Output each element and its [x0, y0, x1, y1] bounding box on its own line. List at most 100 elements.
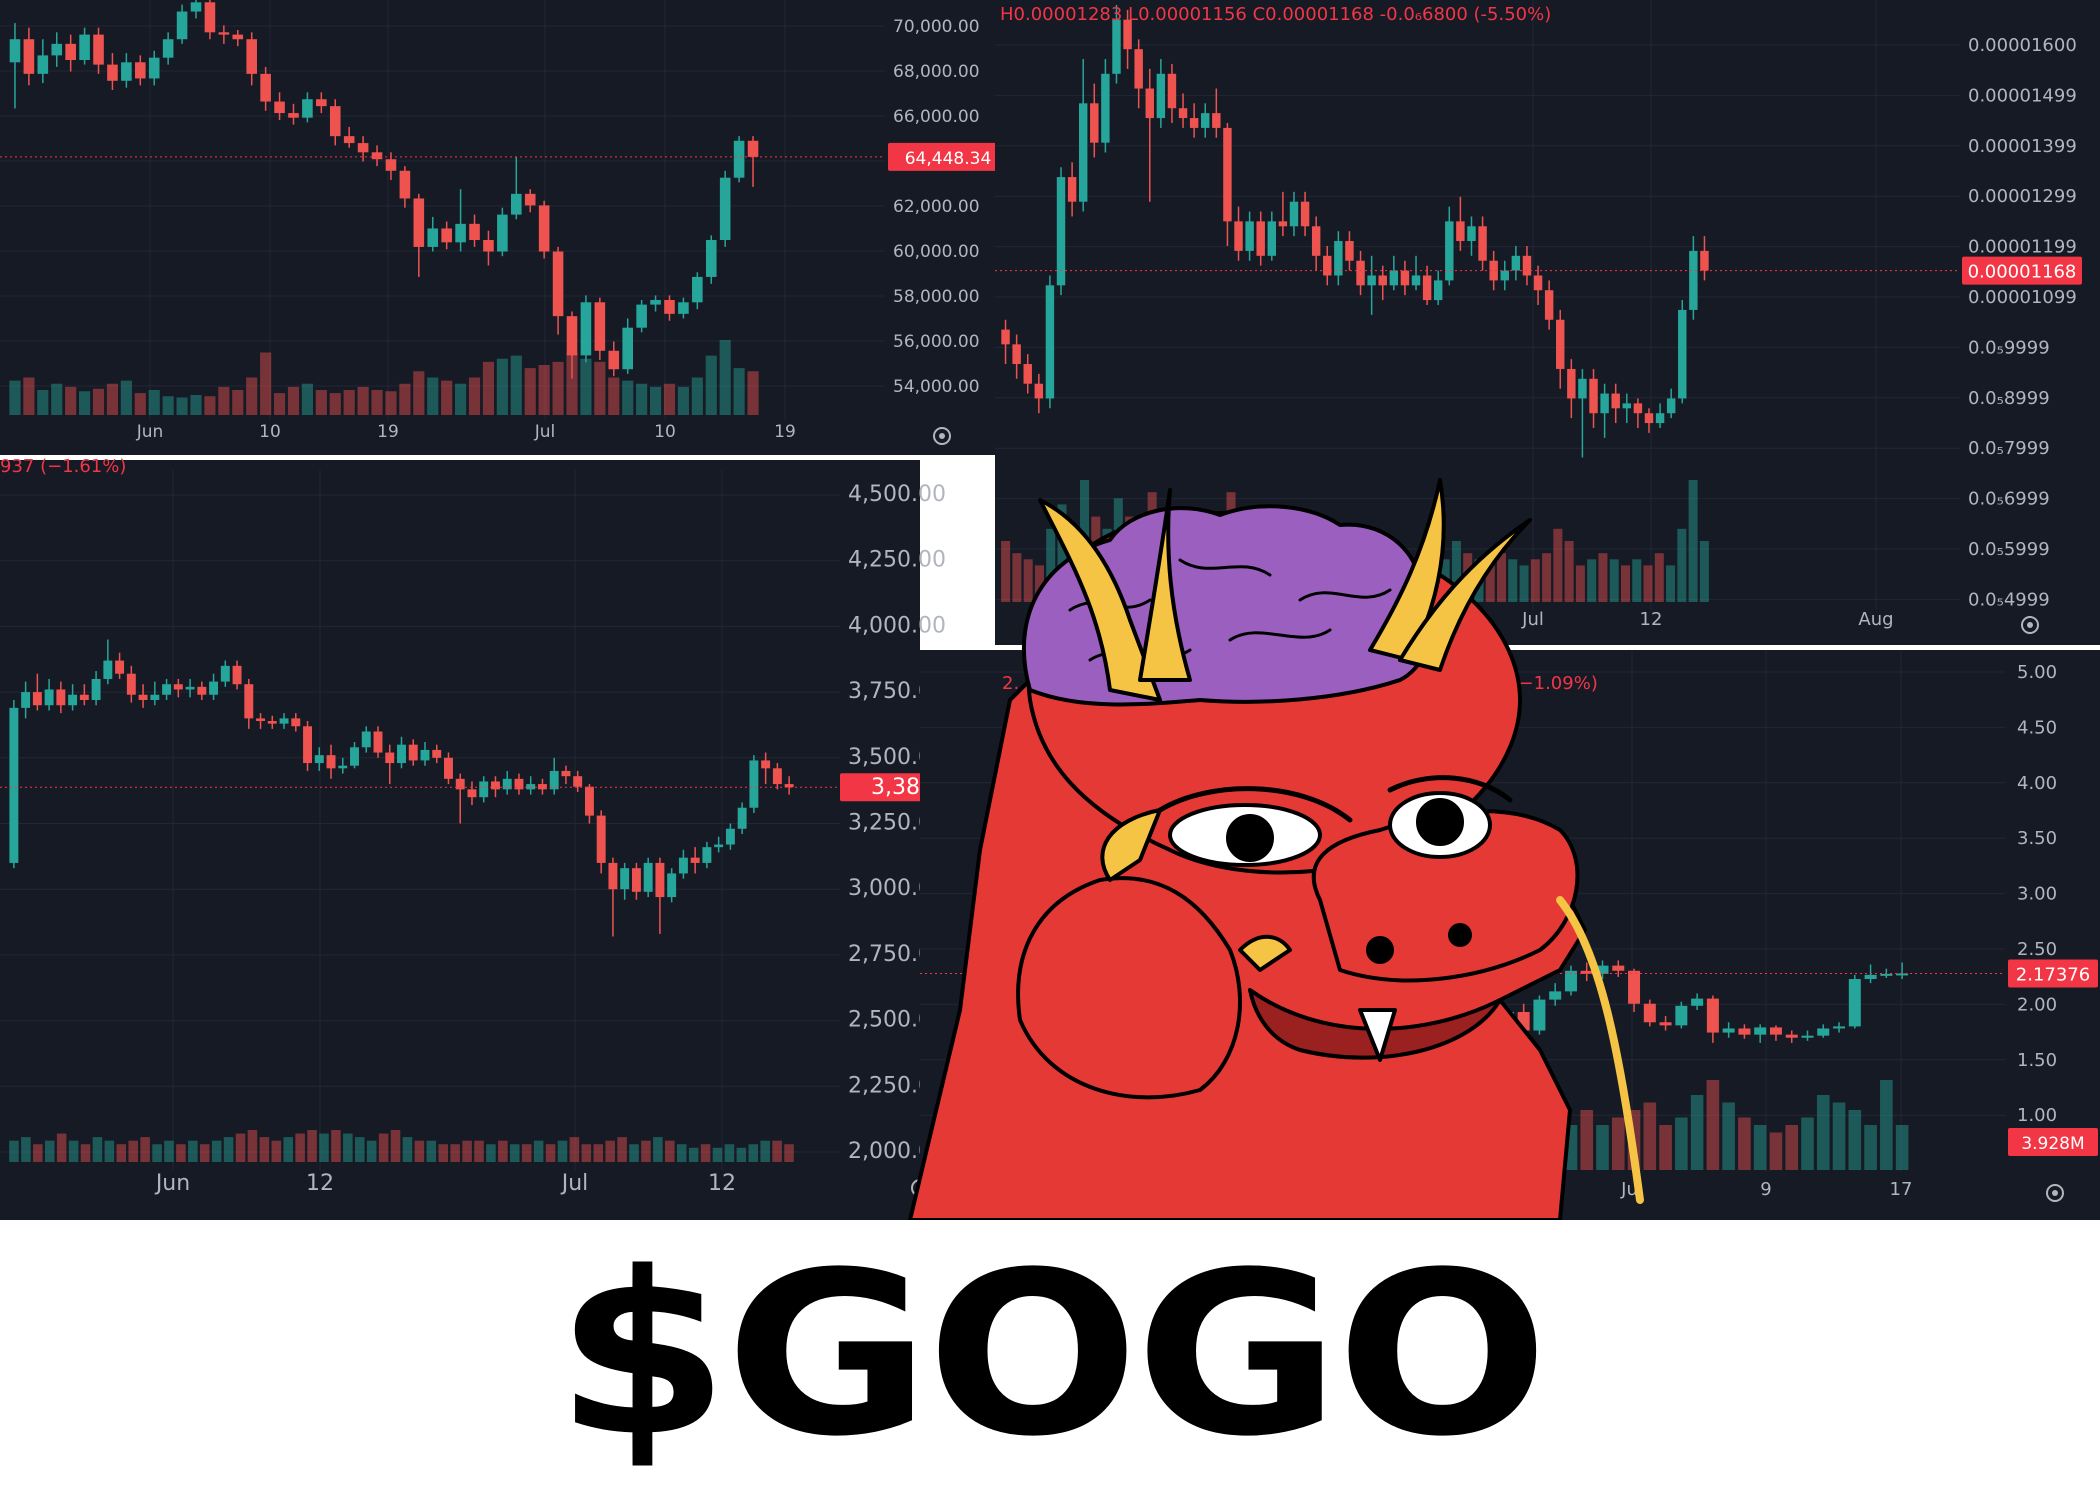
- y-tick-label: 0.00001499: [1968, 85, 2077, 106]
- y-tick-label: 0.0₅6999: [1968, 489, 2050, 510]
- volume-bar: [1706, 1080, 1720, 1170]
- settings-gear-icon[interactable]: [2046, 1184, 2064, 1202]
- candle: [1678, 309, 1687, 399]
- candle: [350, 747, 359, 766]
- right-horn: [1368, 478, 1446, 662]
- candle: [397, 744, 406, 764]
- x-axis: Jun 10 19 Jul 10 19: [136, 422, 796, 442]
- volume-bar: [1575, 565, 1585, 602]
- candle: [1666, 398, 1676, 414]
- volume-bar: [747, 371, 759, 415]
- settings-gear-icon[interactable]: [2021, 616, 2039, 634]
- candle: [1223, 127, 1232, 222]
- candle: [1422, 275, 1432, 301]
- candle: [491, 781, 500, 790]
- candle: [385, 752, 395, 764]
- volume-bar: [1596, 1125, 1609, 1170]
- y-tick-label: 1.50: [2017, 1050, 2057, 1071]
- volume-bar: [482, 361, 495, 415]
- volume-bar: [390, 1130, 401, 1162]
- candle: [596, 815, 606, 863]
- settings-gear-icon[interactable]: [933, 427, 951, 445]
- volume-bar: [1753, 1125, 1767, 1170]
- candle: [511, 193, 522, 215]
- volume-bar: [1587, 559, 1597, 602]
- candle: [549, 770, 559, 790]
- candle: [747, 140, 759, 157]
- candle: [1628, 970, 1641, 1004]
- candle: [441, 228, 452, 243]
- candle: [1596, 965, 1609, 974]
- candle: [620, 868, 630, 890]
- candle: [561, 770, 571, 777]
- y-tick-label: 0.0₅9999: [1968, 337, 2050, 358]
- x-tick-label: Jun: [136, 422, 164, 442]
- volume-bar: [176, 397, 188, 415]
- volume-bar: [1046, 528, 1056, 602]
- volume-bar: [462, 1140, 472, 1162]
- candle: [526, 784, 536, 790]
- volume-bar: [1023, 559, 1033, 602]
- volume-bar: [1609, 559, 1619, 602]
- candle: [79, 34, 90, 60]
- volume-bar: [557, 1140, 568, 1162]
- volume-bar: [594, 361, 606, 415]
- candle: [1411, 275, 1421, 286]
- volume-bar: [104, 1140, 115, 1162]
- candle: [288, 113, 299, 118]
- x-tick-label: 19: [774, 422, 796, 442]
- volume-badge-label: 3.928M: [2021, 1134, 2084, 1154]
- volume-bar: [426, 1140, 437, 1162]
- volume-bar: [569, 1137, 580, 1162]
- candle: [1880, 973, 1893, 976]
- volume-bar: [736, 1147, 747, 1162]
- candle: [692, 276, 703, 303]
- volume-bar: [566, 352, 578, 415]
- volume-bar: [691, 377, 703, 415]
- candle: [232, 665, 242, 685]
- candles: [1001, 4, 1709, 458]
- volume-bar: [724, 1144, 735, 1162]
- candle: [664, 300, 675, 314]
- candle: [1101, 73, 1110, 143]
- y-tick-label: 0.00001099: [1968, 287, 2077, 308]
- volume-bar: [450, 1144, 460, 1162]
- volume-bar: [1848, 1110, 1862, 1170]
- y-tick-label: 60,000.00: [893, 242, 980, 262]
- grid: [0, 0, 885, 420]
- candle: [749, 760, 759, 808]
- y-tick-label: 70,000.00: [893, 17, 980, 37]
- candle: [594, 302, 606, 351]
- candle: [1323, 255, 1332, 276]
- candle: [1378, 275, 1387, 286]
- volume-bar: [468, 377, 481, 415]
- volume-bar: [1816, 1095, 1830, 1170]
- candle: [1189, 118, 1199, 128]
- gear-ring: [2021, 616, 2039, 634]
- volume-bar: [427, 377, 439, 415]
- volume-bar: [676, 1144, 687, 1162]
- candle: [1785, 1034, 1798, 1038]
- volume-bar: [295, 1133, 305, 1162]
- volume-bar: [218, 386, 230, 415]
- volume-bar: [1508, 559, 1518, 602]
- volume-bar: [1785, 1125, 1799, 1170]
- volume-bar: [68, 1140, 79, 1162]
- volume-bar: [385, 391, 397, 415]
- volume-bar: [1722, 1102, 1735, 1170]
- candle: [1289, 201, 1299, 227]
- y-tick-label: 56,000.00: [893, 332, 980, 352]
- volume-bar: [629, 1144, 639, 1162]
- volume-bar: [1553, 528, 1563, 602]
- y-tick-label: 3.00: [2017, 884, 2057, 905]
- candle: [1754, 1027, 1767, 1035]
- volume-bar: [65, 386, 77, 415]
- volume-bar: [140, 1137, 150, 1162]
- volume-bar: [56, 1133, 67, 1162]
- volume-bar: [1012, 553, 1022, 602]
- candle: [1311, 226, 1321, 256]
- candle: [1167, 73, 1177, 109]
- volume-bar: [366, 1140, 377, 1162]
- candle: [608, 350, 620, 370]
- candle: [1156, 73, 1166, 119]
